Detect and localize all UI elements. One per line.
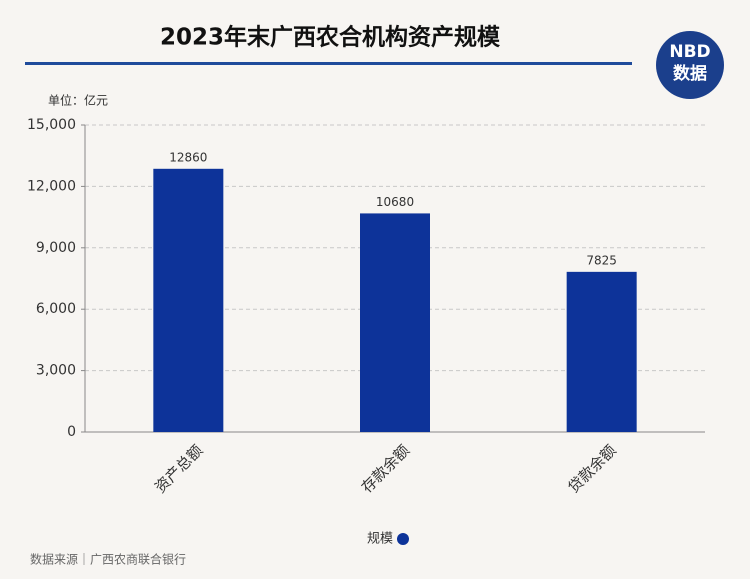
source: 数据来源｜广西农商联合银行 — [30, 552, 186, 567]
bar — [566, 271, 637, 432]
chart-title: 2023年末广西农合机构资产规模 — [160, 24, 501, 51]
legend-label: 规模 — [367, 532, 393, 547]
y-tick-label: 0 — [67, 424, 76, 440]
y-tick-label: 15,000 — [27, 117, 76, 133]
bar — [360, 213, 430, 432]
logo — [656, 31, 724, 99]
logo-text: NBD — [669, 42, 710, 62]
y-tick-label: 6,000 — [36, 301, 76, 317]
value-label: 10680 — [376, 195, 414, 209]
value-label: 7825 — [586, 253, 617, 267]
bar — [153, 168, 224, 433]
y-tick-label: 3,000 — [36, 363, 76, 379]
y-tick-label: 12,000 — [27, 178, 76, 194]
value-label: 12860 — [169, 150, 207, 164]
unit-label: 单位：亿元 — [48, 93, 108, 108]
legend-swatch — [397, 533, 409, 545]
logo-subtext: 数据 — [673, 63, 707, 84]
y-tick-label: 9,000 — [36, 240, 76, 256]
title-rule — [25, 62, 632, 65]
